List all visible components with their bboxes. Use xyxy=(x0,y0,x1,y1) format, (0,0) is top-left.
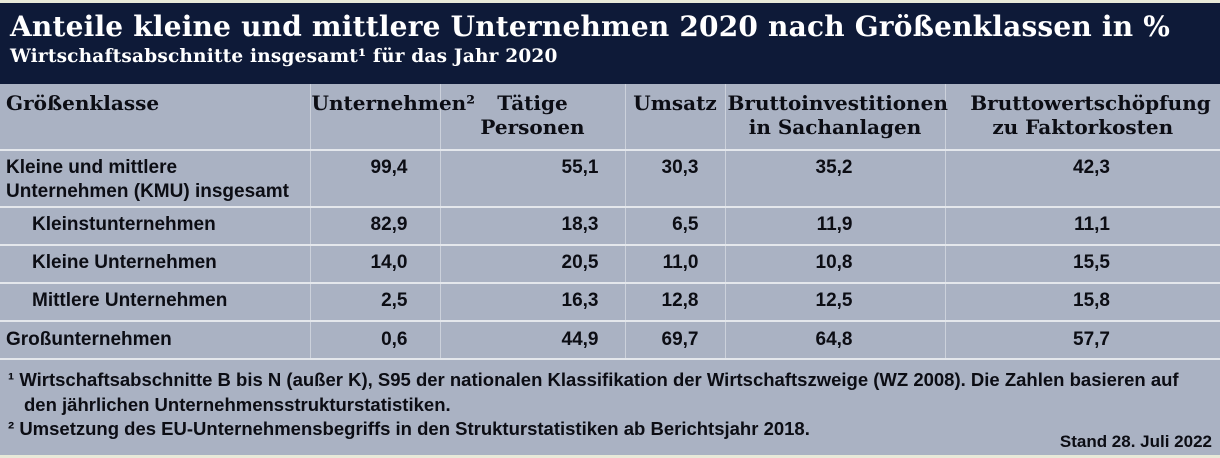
footnotes-block: ¹ Wirtschaftsabschnitte B bis N (außer K… xyxy=(0,358,1220,455)
table-row-kmu-insgesamt: Kleine und mittlere Unternehmen (KMU) in… xyxy=(0,150,1220,207)
table-cell: 2,5 xyxy=(309,282,440,321)
figure-subtitle: Wirtschaftsabschnitte insgesamt¹ für das… xyxy=(10,46,558,68)
column-header-umsatz: Umsatz xyxy=(624,84,725,150)
table-cell: 15,8 xyxy=(944,282,1220,321)
column-header-bruttowertschoepfung: Bruttowertschöpfung zu Faktorkosten xyxy=(944,84,1220,150)
table-row-grossunternehmen: Großunternehmen 0,6 44,9 69,7 64,8 57,7 xyxy=(0,320,1220,359)
table-cell: 64,8 xyxy=(724,320,945,359)
table-cell: 30,3 xyxy=(624,150,725,207)
table-cell: 18,3 xyxy=(439,206,625,245)
footnote-marker: ² xyxy=(8,418,15,440)
table-cell: 16,3 xyxy=(439,282,625,321)
table-cell: 12,5 xyxy=(724,282,945,321)
table-cell: 10,8 xyxy=(724,244,945,283)
row-label: Kleine und mittlere Unternehmen (KMU) in… xyxy=(6,157,289,203)
table-cell: 55,1 xyxy=(439,150,625,207)
row-label: Großunternehmen xyxy=(6,328,172,350)
footnote-marker: ¹ xyxy=(8,369,15,390)
title-bar: Anteile kleine und mittlere Unternehmen … xyxy=(0,3,1220,84)
footnote-2: ² Umsetzung des EU-Unternehmensbegriffs … xyxy=(8,417,1210,442)
table-row-mittlere-unternehmen: Mittlere Unternehmen 2,5 16,3 12,8 12,5 … xyxy=(0,282,1220,321)
column-header-bruttoinvestitionen: Bruttoinvestitionen in Sachanlagen xyxy=(724,84,948,150)
footnote-1: ¹ Wirtschaftsabschnitte B bis N (außer K… xyxy=(8,368,1210,417)
table-cell: 12,8 xyxy=(624,282,725,321)
table-cell: 99,4 xyxy=(309,150,440,207)
table-cell: 11,1 xyxy=(944,206,1220,245)
top-edge-line xyxy=(0,0,1220,3)
table-cell: 57,7 xyxy=(944,320,1220,359)
table-row-kleinstunternehmen: Kleinstunternehmen 82,9 18,3 6,5 11,9 11… xyxy=(0,206,1220,245)
row-label: Mittlere Unternehmen xyxy=(32,290,228,312)
table-header-row: Größenklasse Unternehmen² Tätige Persone… xyxy=(0,84,1220,150)
table-cell: 11,9 xyxy=(724,206,945,245)
table-cell: 6,5 xyxy=(624,206,725,245)
table-row-kleine-unternehmen: Kleine Unternehmen 14,0 20,5 11,0 10,8 1… xyxy=(0,244,1220,283)
row-label: Kleine Unternehmen xyxy=(32,252,217,274)
kmu-shares-table: Größenklasse Unternehmen² Tätige Persone… xyxy=(0,84,1220,359)
table-cell: 20,5 xyxy=(439,244,625,283)
table-cell: 0,6 xyxy=(309,320,440,359)
table-cell: 69,7 xyxy=(624,320,725,359)
table-cell: 82,9 xyxy=(309,206,440,245)
table-cell: 15,5 xyxy=(944,244,1220,283)
table-cell: 14,0 xyxy=(309,244,440,283)
column-header-groessenklasse: Größenklasse xyxy=(6,91,160,115)
column-header-taetige-personen: Tätige Personen xyxy=(439,84,625,150)
row-label: Kleinstunternehmen xyxy=(32,214,216,236)
footnote-text: Wirtschaftsabschnitte B bis N (außer K),… xyxy=(19,369,1179,415)
as-of-date: Stand 28. Juli 2022 xyxy=(1059,432,1212,451)
table-cell: 42,3 xyxy=(944,150,1220,207)
table-cell: 35,2 xyxy=(724,150,945,207)
table-cell: 11,0 xyxy=(624,244,725,283)
column-header-unternehmen: Unternehmen² xyxy=(309,84,475,150)
figure-title: Anteile kleine und mittlere Unternehmen … xyxy=(10,10,1171,43)
footnote-text: Umsetzung des EU-Unternehmensbegriffs in… xyxy=(19,418,810,440)
table-cell: 44,9 xyxy=(439,320,625,359)
bottom-edge-line xyxy=(0,455,1220,458)
